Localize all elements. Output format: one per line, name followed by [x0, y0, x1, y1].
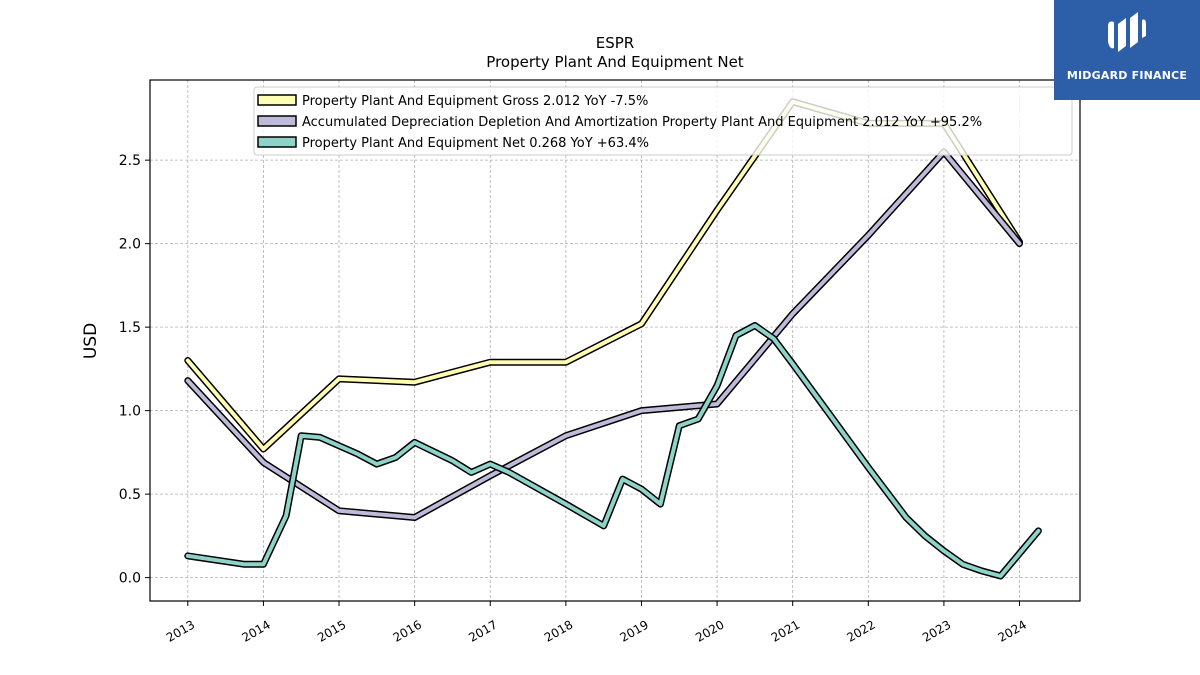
- y-axis-label: USD: [81, 323, 101, 359]
- x-tick-label: 2021: [769, 617, 802, 644]
- brand-name: MIDGARD FINANCE: [1066, 69, 1188, 82]
- series-3-line: [184, 322, 1042, 580]
- legend-label: Property Plant And Equipment Net 0.268 Y…: [302, 136, 649, 151]
- series-line: [185, 149, 1022, 520]
- x-tick-label: 2013: [164, 617, 197, 644]
- x-tick-label: 2024: [996, 617, 1029, 644]
- x-tick-label: 2023: [920, 617, 953, 644]
- x-tick-label: 2014: [239, 617, 272, 644]
- series-line: [185, 323, 1041, 578]
- chart-subtitle: Property Plant And Equipment Net: [486, 53, 743, 71]
- legend-swatch: [257, 136, 297, 148]
- x-tick-label: 2020: [693, 617, 726, 644]
- x-tick-label: 2022: [844, 617, 877, 644]
- legend: Property Plant And Equipment Gross 2.012…: [253, 86, 1073, 156]
- chart-title: ESPR: [596, 34, 634, 52]
- x-tick-label: 2016: [391, 617, 424, 644]
- x-tick-label: 2015: [315, 617, 348, 644]
- x-axis-ticks: 2013 2014 2015 2016 2017 2018 2019 2020 2021 2022…: [164, 601, 1029, 645]
- legend-label: Accumulated Depreciation Depletion And A…: [302, 115, 982, 130]
- y-tick-label: 0.5: [119, 487, 141, 503]
- series-lines: [184, 98, 1042, 580]
- series-2-line: [184, 148, 1023, 521]
- y-tick-label: 1.0: [119, 404, 141, 420]
- x-tick-label: 2018: [542, 617, 575, 644]
- legend-label: Property Plant And Equipment Gross 2.012…: [302, 94, 648, 109]
- x-tick-label: 2017: [466, 617, 499, 644]
- y-tick-label: 1.5: [119, 320, 141, 336]
- legend-swatch: [257, 115, 297, 127]
- x-tick-label: 2019: [618, 617, 651, 644]
- y-tick-label: 2.0: [119, 237, 141, 253]
- y-tick-label: 2.5: [119, 153, 141, 169]
- series-line-outline: [184, 322, 1042, 580]
- y-axis-ticks: 0.0 0.5 1.0 1.5 2.0 2.5: [119, 153, 150, 587]
- legend-box: [253, 86, 1073, 156]
- legend-swatch: [257, 94, 297, 106]
- plot-area-frame: [149, 79, 1081, 602]
- y-tick-label: 0.0: [119, 571, 141, 587]
- midgard-finance-logo: MIDGARD FINANCE: [1054, 0, 1200, 100]
- midgard-m-logo-icon: [1108, 12, 1146, 52]
